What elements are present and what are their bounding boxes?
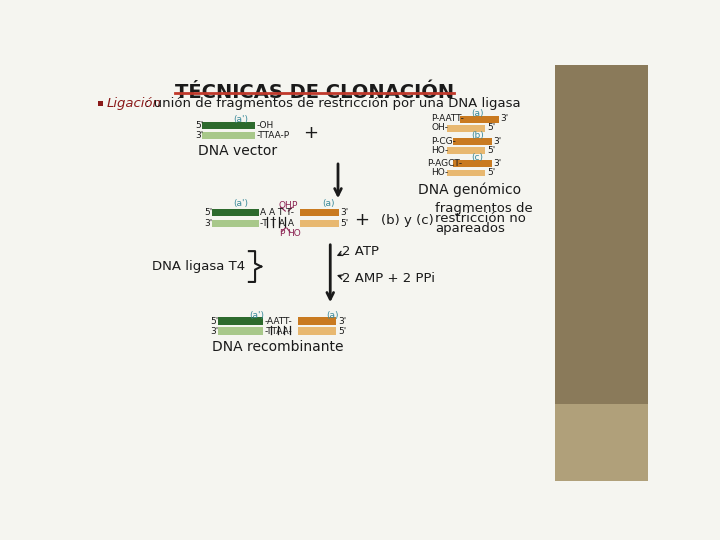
Text: 5': 5' [210,316,218,326]
Text: (c): (c) [472,153,484,163]
Text: DNA genómico: DNA genómico [418,183,521,197]
Text: (a): (a) [326,310,339,320]
Text: DNA vector: DNA vector [198,144,276,158]
Text: 3': 3' [500,114,509,123]
Text: 5': 5' [487,168,495,177]
Bar [297,318,336,325]
Text: 5': 5' [487,146,495,155]
Bar [461,116,499,123]
Bar [446,147,485,154]
Bar [555,65,648,481]
Text: restricción no: restricción no [435,212,526,225]
Text: +: + [354,211,369,230]
Text: HO-: HO- [431,146,449,155]
Text: DNA ligasa T4: DNA ligasa T4 [152,260,245,273]
Text: (a'): (a') [233,199,248,208]
Text: (a): (a) [323,199,335,208]
Text: -T T A A: -T T A A [261,219,294,228]
Text: (b): (b) [471,131,484,140]
Bar [202,122,255,130]
Text: (b) y (c): (b) y (c) [381,214,433,227]
Text: -TTAA-P: -TTAA-P [256,131,289,140]
Bar [446,170,485,177]
Bar [297,327,336,335]
Bar [218,327,263,335]
Text: P: P [279,229,284,238]
Text: (a'): (a') [249,310,264,320]
Text: apareados: apareados [435,222,505,235]
Text: 3': 3' [338,316,346,326]
Bar [98,101,103,106]
Bar [218,318,263,325]
Bar [454,160,492,167]
Text: -TTAA-: -TTAA- [264,327,292,336]
Bar [202,132,255,139]
Text: DNA recombinante: DNA recombinante [212,340,343,354]
Text: 2 AMP + 2 PPi: 2 AMP + 2 PPi [342,272,435,285]
Bar [300,220,339,227]
Text: +: + [303,124,318,141]
Text: 3': 3' [204,219,213,228]
Text: TÉCNICAS DE CLONACIÓN: TÉCNICAS DE CLONACIÓN [175,83,454,102]
Bar [454,138,492,145]
Text: 3': 3' [341,208,348,217]
Bar [446,125,485,132]
Bar [300,209,339,217]
Text: 3': 3' [210,327,218,336]
Bar [555,403,648,481]
Text: 5': 5' [195,121,204,130]
Text: OH-: OH- [431,124,448,132]
Text: fragmentos de: fragmentos de [435,202,533,215]
Text: P-CG-: P-CG- [431,137,456,146]
Text: : unión de fragmentos de restricción por una DNA ligasa: : unión de fragmentos de restricción por… [145,97,521,110]
Bar [212,220,259,227]
Text: P: P [291,201,296,210]
Text: P-AATT-: P-AATT- [431,114,464,123]
Text: 5': 5' [338,327,346,336]
Text: P-AGCT-: P-AGCT- [427,159,462,168]
Text: 5': 5' [204,208,213,217]
Text: Ligación: Ligación [107,97,161,110]
Text: A A T T-: A A T T- [261,208,294,217]
Text: OH: OH [279,201,292,210]
Text: 3': 3' [195,131,204,140]
Text: (a): (a) [472,109,484,118]
Bar [212,209,259,217]
Text: 3': 3' [494,159,502,168]
Text: 2 ATP: 2 ATP [342,245,379,258]
Text: 3': 3' [494,137,502,146]
Text: -AATT-: -AATT- [264,316,292,326]
Text: (a'): (a') [233,115,248,124]
Text: HO: HO [287,229,302,238]
Text: HO-: HO- [431,168,449,177]
Text: 5': 5' [341,219,348,228]
Text: 5': 5' [487,124,495,132]
Text: -OH: -OH [256,121,274,130]
